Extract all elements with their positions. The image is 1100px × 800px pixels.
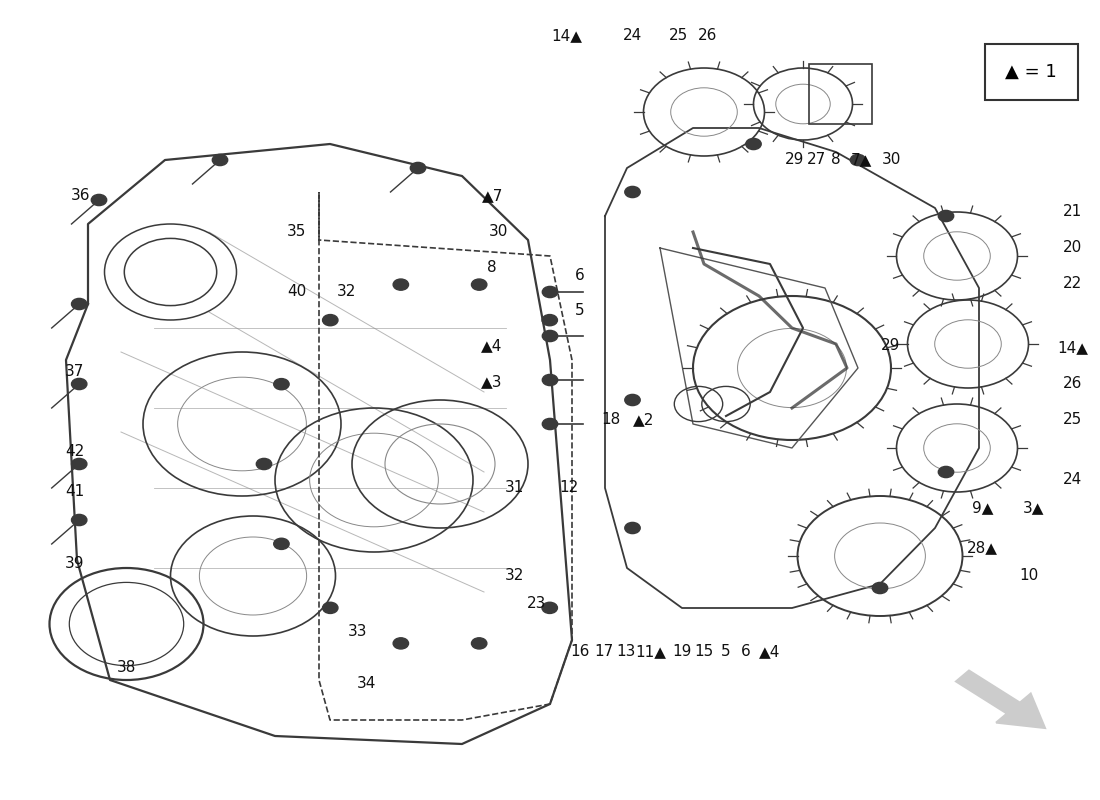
Circle shape: [410, 162, 426, 174]
Circle shape: [542, 418, 558, 430]
Circle shape: [72, 458, 87, 470]
Circle shape: [91, 194, 107, 206]
Text: 32: 32: [337, 285, 356, 299]
Text: 40: 40: [287, 285, 307, 299]
Circle shape: [274, 378, 289, 390]
Circle shape: [938, 466, 954, 478]
Text: 28▲: 28▲: [967, 541, 998, 555]
Text: 41: 41: [65, 485, 85, 499]
Text: ▲7: ▲7: [482, 189, 504, 203]
Circle shape: [72, 514, 87, 526]
Text: 36: 36: [70, 189, 90, 203]
Text: 19: 19: [672, 645, 692, 659]
Text: 13: 13: [616, 645, 636, 659]
Circle shape: [542, 286, 558, 298]
Text: 30: 30: [881, 153, 901, 167]
Text: 25: 25: [669, 29, 689, 43]
Text: 24: 24: [623, 29, 642, 43]
Text: ▲4: ▲4: [759, 645, 781, 659]
Text: 8: 8: [487, 261, 496, 275]
Text: 27: 27: [806, 153, 826, 167]
Text: 26: 26: [1063, 377, 1082, 391]
Text: 6: 6: [741, 645, 750, 659]
Text: 5: 5: [575, 303, 584, 318]
Circle shape: [472, 279, 487, 290]
Circle shape: [256, 458, 272, 470]
Text: 29: 29: [881, 338, 901, 353]
Circle shape: [72, 298, 87, 310]
Text: 30: 30: [488, 225, 508, 239]
Text: 14▲: 14▲: [551, 29, 582, 43]
Text: 10: 10: [1019, 569, 1038, 583]
Text: 38: 38: [117, 661, 136, 675]
Text: 21: 21: [1063, 205, 1082, 219]
Circle shape: [625, 522, 640, 534]
Circle shape: [542, 602, 558, 614]
Text: 18: 18: [601, 412, 620, 426]
Text: 12: 12: [559, 481, 579, 495]
Circle shape: [322, 602, 338, 614]
Text: 8: 8: [832, 153, 840, 167]
Text: 42: 42: [65, 445, 85, 459]
Text: ▲2: ▲2: [632, 412, 654, 426]
Text: 25: 25: [1063, 413, 1082, 427]
Circle shape: [542, 374, 558, 386]
Text: 15: 15: [694, 645, 714, 659]
Circle shape: [72, 378, 87, 390]
Circle shape: [746, 138, 761, 150]
Text: 11▲: 11▲: [636, 645, 667, 659]
Text: 34: 34: [356, 677, 376, 691]
Text: 31: 31: [505, 481, 525, 495]
Circle shape: [625, 394, 640, 406]
Text: 20: 20: [1063, 241, 1082, 255]
Text: 24: 24: [1063, 473, 1082, 487]
Circle shape: [872, 582, 888, 594]
Circle shape: [850, 154, 866, 166]
Text: 5: 5: [722, 645, 730, 659]
Text: 39: 39: [65, 557, 85, 571]
Text: 3▲: 3▲: [1023, 501, 1045, 515]
Circle shape: [938, 210, 954, 222]
Circle shape: [393, 279, 408, 290]
Circle shape: [542, 314, 558, 326]
Text: 22: 22: [1063, 277, 1082, 291]
Text: ▲3: ▲3: [481, 374, 503, 389]
Text: 37: 37: [65, 365, 85, 379]
Text: 9▲: 9▲: [971, 501, 993, 515]
Circle shape: [625, 186, 640, 198]
Text: 7▲: 7▲: [850, 153, 872, 167]
Text: 6: 6: [575, 269, 584, 283]
Circle shape: [542, 330, 558, 342]
FancyArrow shape: [956, 670, 1045, 728]
Circle shape: [212, 154, 228, 166]
Text: ▲4: ▲4: [481, 338, 503, 353]
Text: 29: 29: [784, 153, 804, 167]
Circle shape: [322, 314, 338, 326]
Circle shape: [472, 638, 487, 649]
Text: 16: 16: [570, 645, 590, 659]
Circle shape: [274, 538, 289, 550]
Text: 35: 35: [287, 225, 307, 239]
Circle shape: [393, 638, 408, 649]
FancyBboxPatch shape: [984, 44, 1078, 100]
Text: 14▲: 14▲: [1057, 341, 1088, 355]
Text: 33: 33: [348, 625, 367, 639]
Text: 17: 17: [594, 645, 614, 659]
Text: 23: 23: [527, 597, 547, 611]
Bar: [808, 64, 872, 124]
Text: 26: 26: [697, 29, 717, 43]
Text: ▲ = 1: ▲ = 1: [1005, 63, 1057, 81]
Text: 32: 32: [505, 569, 525, 583]
